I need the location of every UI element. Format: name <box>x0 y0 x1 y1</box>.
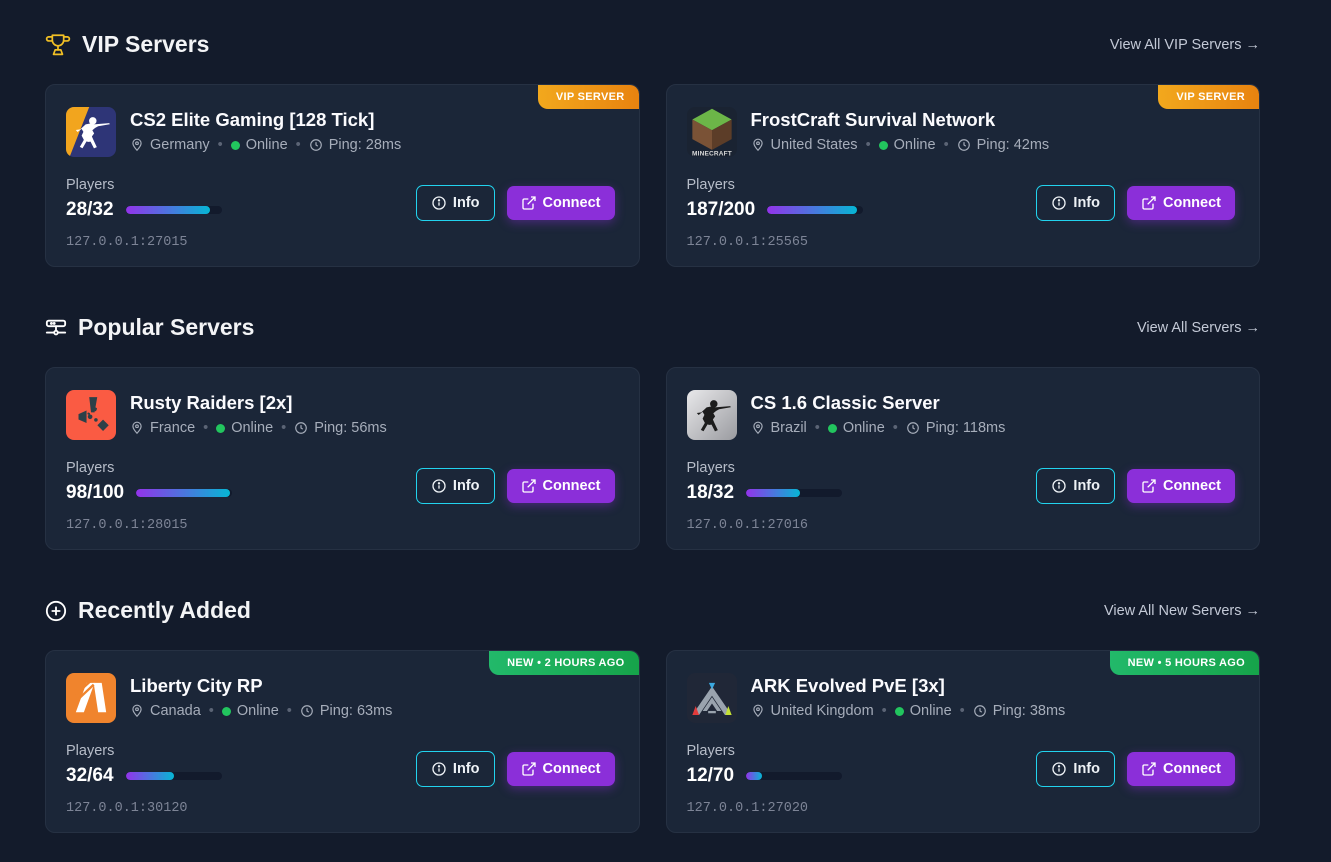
svg-text:MINECRAFT: MINECRAFT <box>692 151 732 157</box>
